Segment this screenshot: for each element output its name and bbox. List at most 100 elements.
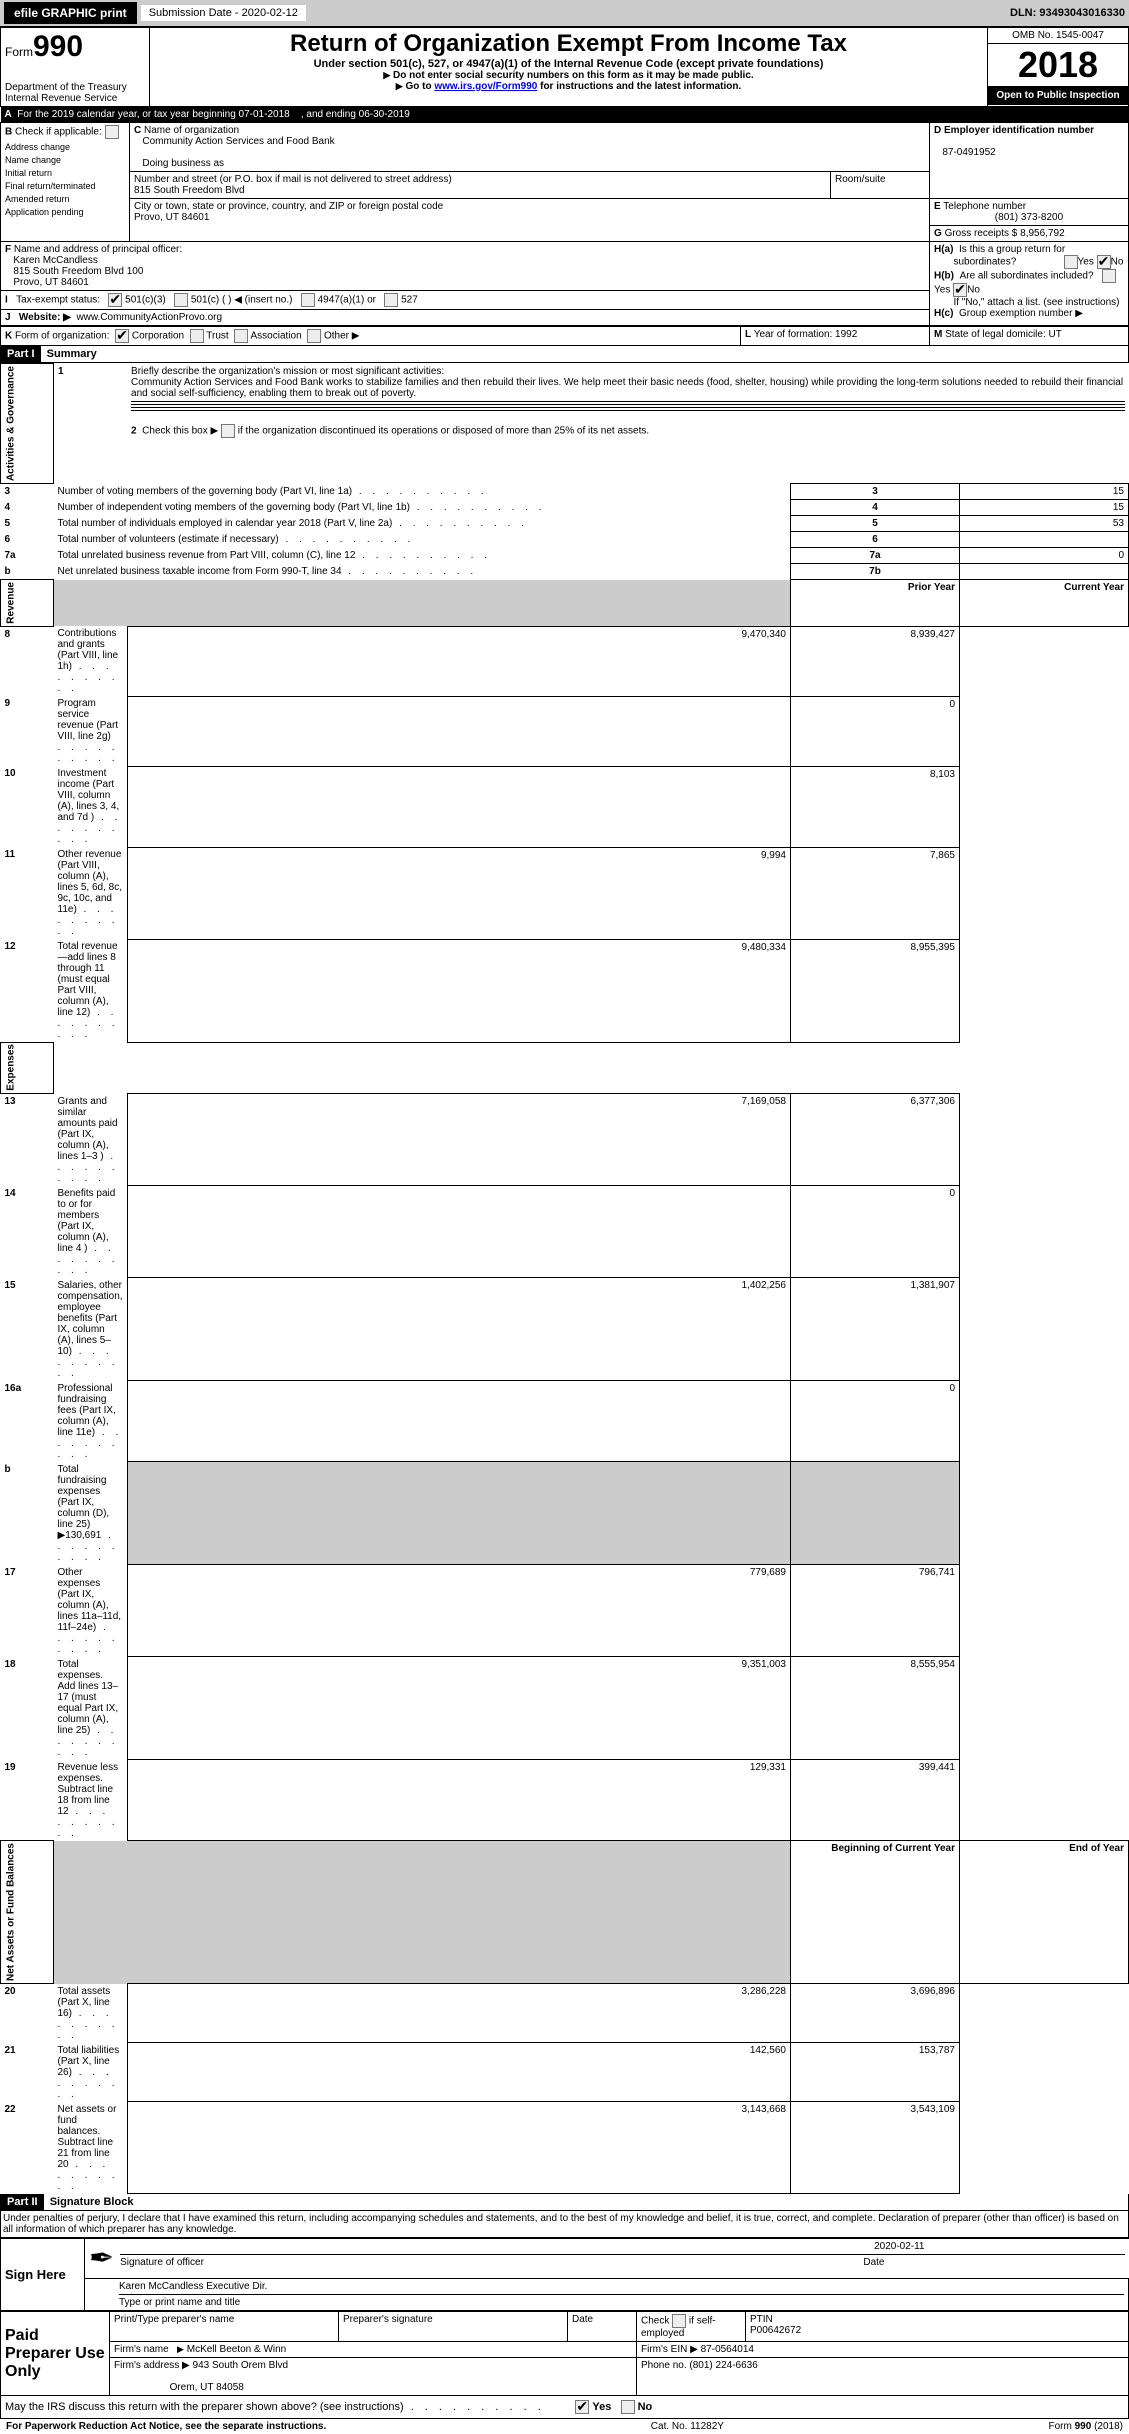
pen-icon: ✒ [89,2241,114,2276]
part1-header: Part I [1,346,41,362]
rev-row-text: Program service revenue (Part VIII, line… [58,698,119,742]
officer-addr2: Provo, UT 84601 [13,277,88,288]
rev-prior: 9,470,340 [127,626,790,696]
gov-section-label: Activities & Governance [1,364,54,484]
name-title-label: Type or print name and title [119,2297,240,2308]
firm-addr2: Orem, UT 84058 [170,2382,244,2393]
exp-current: 0 [791,1381,960,1462]
footer-left: For Paperwork Reduction Act Notice, see … [6,2421,326,2432]
secb-item: Initial return [5,168,125,178]
secb-item: Application pending [5,207,125,217]
nab-current: 153,787 [791,2043,960,2102]
checkbox-yes[interactable] [1102,269,1116,283]
firm-name: McKell Beeton & Winn [187,2344,287,2355]
gov-row-value: 15 [960,500,1129,516]
rev-prior [127,696,790,766]
hb-text: Are all subordinates included? [960,271,1094,282]
goto-prefix: Go to [405,81,434,92]
addr-label: Number and street (or P.O. box if mail i… [134,174,452,185]
checkbox-self-employed[interactable] [672,2314,686,2328]
check-self: Check [641,2316,669,2327]
end-year-header: End of Year [1069,1843,1124,1854]
ein-label: Employer identification number [944,125,1094,136]
checkbox-501c3-checked[interactable] [108,293,122,307]
arrow-icon [177,2344,184,2355]
checkbox-trust[interactable] [190,329,204,343]
checkbox-discontinued[interactable] [221,424,235,438]
gov-row-value [960,564,1129,580]
officer-label: Name and address of principal officer: [14,244,182,255]
instructions-link[interactable]: www.irs.gov/Form990 [434,81,537,92]
exp-current: 6,377,306 [791,1094,960,1186]
tax-year: 2018 [988,44,1128,86]
checkbox-icon[interactable] [105,125,119,139]
exp-prior [127,1381,790,1462]
527: 527 [401,295,418,306]
cal-year-text: For the 2019 calendar year, or tax year … [17,109,289,120]
gov-row-text: Total unrelated business revenue from Pa… [58,550,356,561]
checkbox-yes-checked[interactable] [575,2400,589,2414]
checkbox-other[interactable] [307,329,321,343]
secb-item: Name change [5,155,125,165]
phone-label2: Phone no. [641,2360,687,2371]
rev-current: 8,955,395 [791,939,960,1042]
ptin-label: PTIN [750,2314,773,2325]
city-label: City or town, state or province, country… [134,201,443,212]
firm-ein-label: Firm's EIN ▶ [641,2344,698,2355]
dept-label: Department of the Treasury [5,82,145,93]
checkbox-corp-checked[interactable] [115,329,129,343]
prep-date-label: Date [568,2312,637,2342]
secb-item: Address change [5,142,125,152]
checkbox-501c[interactable] [174,293,188,307]
arrow-icon [396,81,403,92]
checkbox-no-checked[interactable] [953,283,967,297]
nab-current: 3,696,896 [791,1984,960,2043]
exp-prior: 779,689 [127,1565,790,1657]
sig-date: 2020-02-11 [874,2241,924,2252]
nab-prior: 3,286,228 [127,1984,790,2043]
check-applicable: Check if applicable: [15,127,102,138]
exp-current: 8,555,954 [791,1657,960,1760]
opt-assoc: Association [251,331,302,342]
preparer-table: Paid Preparer Use Only Print/Type prepar… [0,2311,1129,2396]
sig-officer-label: Signature of officer [120,2257,204,2268]
4947: 4947(a)(1) or [318,295,376,306]
efile-print-button[interactable]: efile GRAPHIC print [4,2,137,24]
footer-right: Form 990 (2018) [1049,2421,1123,2432]
submission-date: Submission Date - 2020-02-12 [141,5,306,21]
opt-trust: Trust [206,331,228,342]
exp-current: 796,741 [791,1565,960,1657]
line1-text: Community Action Services and Food Bank … [131,377,1123,399]
city-value: Provo, UT 84601 [134,212,209,223]
org-name-label: Name of organization [144,125,239,136]
checkbox-yes[interactable] [1064,255,1078,269]
section-k-m: K Form of organization: Corporation Trus… [0,326,1129,346]
officer-addr1: 815 South Freedom Blvd 100 [13,266,143,277]
officer-name: Karen McCandless [13,255,97,266]
beg-year-header: Beginning of Current Year [831,1843,955,1854]
gov-row-text: Total number of individuals employed in … [58,518,393,529]
firm-addr-label: Firm's address ▶ [114,2360,190,2371]
exp-prior: 1,402,256 [127,1278,790,1381]
checkbox-4947[interactable] [301,293,315,307]
exp-current: 1,381,907 [791,1278,960,1381]
exp-section-label: Expenses [1,1042,54,1094]
hc-text: Group exemption number ▶ [959,308,1083,319]
rev-prior [127,766,790,847]
ha-text2: subordinates? [953,257,1016,268]
footer-mid: Cat. No. 11282Y [651,2421,724,2432]
form-title: Return of Organization Exempt From Incom… [154,30,983,58]
checkbox-no[interactable] [621,2400,635,2414]
checkbox-assoc[interactable] [234,329,248,343]
line2-suffix: if the organization discontinued its ope… [238,425,649,436]
sign-here-label: Sign Here [1,2239,85,2311]
line2-text: Check this box ▶ [142,425,218,436]
warning-text: Do not enter social security numbers on … [393,70,754,81]
website-url: www.CommunityActionProvo.org [76,312,222,323]
gov-row-value [960,532,1129,548]
nab-section-label: Net Assets or Fund Balances [1,1841,54,1984]
line1-label: Briefly describe the organization's miss… [131,366,444,377]
exp-row-text: Other expenses (Part IX, column (A), lin… [58,1567,122,1633]
checkbox-527[interactable] [384,293,398,307]
checkbox-no-checked[interactable] [1097,255,1111,269]
